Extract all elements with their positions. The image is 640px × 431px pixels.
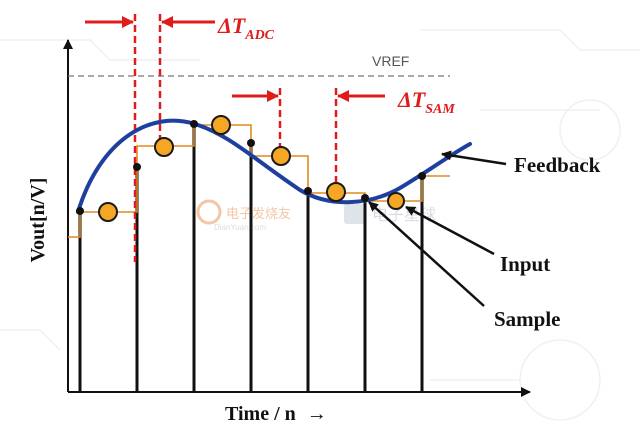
sample-point (361, 194, 369, 202)
feedback-label: Feedback (514, 153, 601, 177)
hold-marker (271, 146, 291, 166)
sample-point (190, 120, 198, 128)
hold-marker (387, 192, 405, 210)
timing-lines (133, 14, 338, 262)
y-axis-label: Vout[n/V] (27, 178, 49, 263)
sample-point (304, 187, 312, 195)
delta-t-adc-subscript: ADC (244, 28, 274, 43)
sample-point (247, 139, 255, 147)
x-axis-label: Time / n → (225, 403, 327, 425)
watermark-left: 电子发烧友 DianYuan.com (196, 199, 291, 232)
vref-label: VREF (372, 53, 409, 69)
background-pattern (0, 29, 640, 421)
sample-point (133, 163, 141, 171)
feedback-pointer (441, 150, 507, 166)
watermark-left-text: 电子发烧友 (226, 206, 291, 221)
legend-pointers (368, 150, 507, 307)
sample-label: Sample (494, 307, 561, 331)
delta-t-sam-label: ΔTSAM (397, 87, 455, 117)
input-curve (76, 118, 472, 214)
input-pointer (405, 205, 495, 256)
delta-t-sam-symbol: ΔT (397, 87, 427, 112)
input-label: Input (500, 252, 550, 276)
sample-pointer (368, 201, 485, 307)
hold-marker (211, 115, 231, 135)
delta-t-adc-symbol: ΔT (217, 13, 247, 38)
hold-marker (98, 202, 118, 222)
x-axis-arrow-icon: → (307, 403, 327, 425)
delta-t-adc-label: ΔTADC (217, 13, 275, 43)
sample-point (76, 207, 84, 215)
hold-marker (326, 182, 346, 202)
delta-t-sam-subscript: SAM (425, 102, 455, 117)
sample-point (418, 172, 426, 180)
sample-points (76, 120, 426, 215)
x-axis-label-text: Time / n (225, 403, 296, 425)
hold-marker (154, 137, 174, 157)
watermark-left-subtext: DianYuan.com (214, 223, 266, 232)
sample-sticks (78, 124, 424, 392)
hold-markers (98, 115, 405, 222)
